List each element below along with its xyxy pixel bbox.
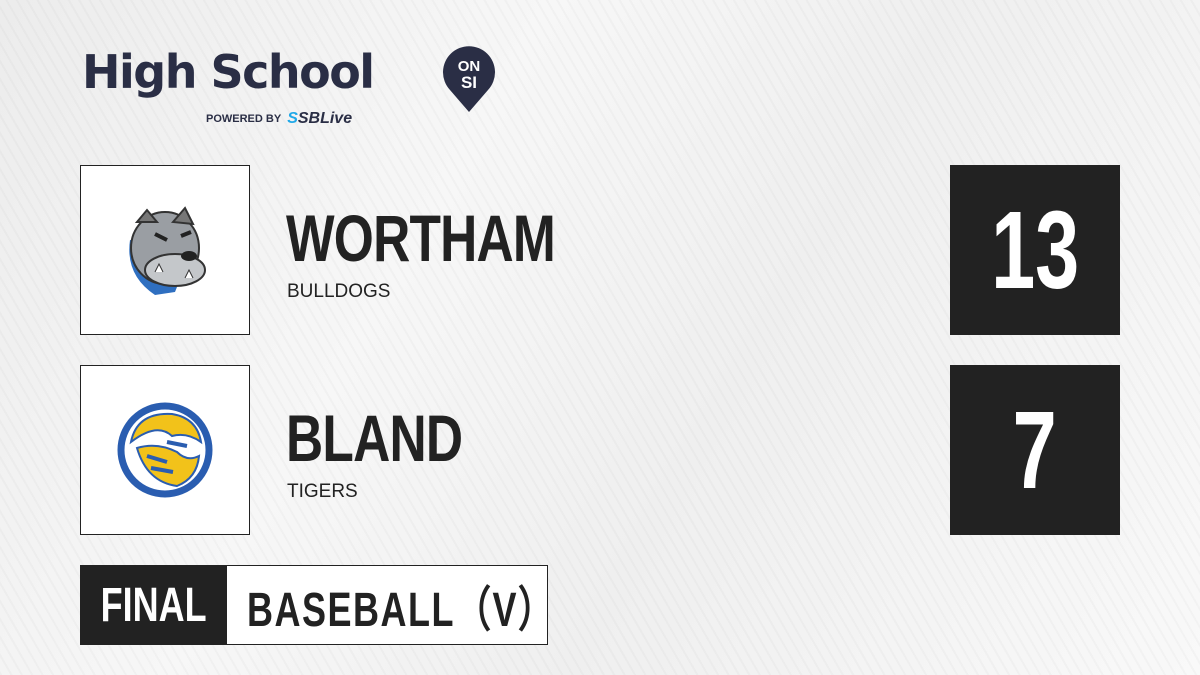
sbl-name: SBLive — [297, 110, 353, 127]
badge-bottom: SI — [461, 73, 477, 92]
bulldog-logo-icon — [129, 206, 206, 295]
sport-value: BASEBALL（V） — [247, 584, 556, 637]
tiger-logo-icon — [117, 402, 213, 498]
home-team-mascot: BULLDOGS — [287, 281, 391, 302]
sport-label: BASEBALL（V） — [227, 566, 554, 644]
badge-top: ON — [458, 58, 481, 75]
game-status-bar: FINAL BASEBALL（V） — [80, 565, 554, 645]
away-team-mascot: TIGERS — [287, 481, 358, 502]
powered-by: POWERED BY SSBLive — [206, 110, 352, 128]
on-si-pin-icon: ON SI — [443, 46, 495, 112]
away-score-value: 7 — [1012, 388, 1058, 512]
final-badge: FINAL — [81, 566, 227, 644]
home-team-logo — [80, 165, 250, 335]
brand-title: High School — [82, 45, 375, 99]
away-team-score: 7 — [950, 365, 1120, 535]
powered-by-label: POWERED BY — [206, 113, 282, 125]
home-score-value: 13 — [990, 188, 1080, 312]
sbl-mark: S — [287, 110, 298, 127]
sblive-logo: SSBLive — [287, 110, 352, 128]
home-team-score: 13 — [950, 165, 1120, 335]
status-label: FINAL — [101, 578, 207, 632]
away-team-name: BLAND — [286, 401, 463, 475]
high-school-on-si-logo: High School — [82, 44, 375, 100]
home-team-name: WORTHAM — [286, 201, 556, 275]
away-team-logo — [80, 365, 250, 535]
